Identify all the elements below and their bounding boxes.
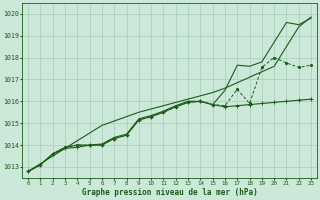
X-axis label: Graphe pression niveau de la mer (hPa): Graphe pression niveau de la mer (hPa) bbox=[82, 188, 258, 197]
